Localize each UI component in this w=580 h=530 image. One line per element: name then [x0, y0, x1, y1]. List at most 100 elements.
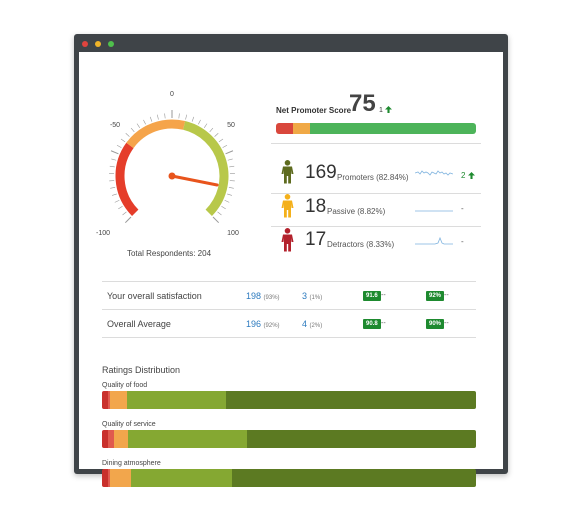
metric-count-2-value: 3 [302, 291, 308, 301]
table-divider [102, 337, 476, 338]
gauge-tick [228, 187, 234, 189]
metric-count-1: 198 (93%) [246, 291, 280, 301]
gauge-tick [221, 206, 226, 210]
detractors-sparkline [415, 236, 453, 245]
score-badge: 90.8 [363, 319, 381, 329]
distribution-segment [232, 469, 476, 487]
gauge-tick-label-minus-100: -100 [96, 230, 110, 237]
metric-count-2-pct: (2%) [309, 323, 323, 329]
metric-label: Your overall satisfaction [107, 291, 202, 301]
gauge-tick [227, 158, 233, 161]
gauge-tick-label-100: 100 [227, 230, 239, 237]
distribution-bar-service [102, 430, 476, 448]
table-divider [102, 281, 476, 282]
score-badge: 91.6 [363, 291, 381, 301]
gauge-tick [214, 133, 219, 137]
gauge-tick [116, 144, 122, 148]
gauge-tick-label-0: 0 [170, 91, 174, 98]
distribution-label-atmosphere: Dining atmosphere [102, 460, 161, 467]
gauge-tick [111, 158, 117, 161]
distribution-segment [107, 430, 115, 448]
nps-segment-0 [276, 123, 293, 134]
nps-delta: 1 [379, 106, 392, 114]
nps-gauge: 0 -50 50 -100 100 [96, 91, 239, 237]
gauge-tick [136, 123, 141, 128]
gauge-tick [217, 211, 222, 216]
distribution-bar-food [102, 391, 476, 409]
nps-label: Net Promoter Score [276, 106, 352, 115]
gauge-tick [111, 193, 117, 196]
person-icon [281, 228, 294, 252]
distribution-segment [114, 430, 128, 448]
gauge-tick-label-50: 50 [227, 122, 235, 129]
metric-count-1: 196 (92%) [246, 319, 280, 329]
nps-breakdown-bar [276, 123, 476, 134]
score-badge-delta: -- [381, 320, 386, 327]
total-respondents: Total Respondents: 204 [126, 249, 212, 258]
person-icon [281, 160, 294, 184]
metric-count-2: 4 (2%) [302, 319, 322, 329]
person-icon [281, 194, 294, 218]
gauge-arc-green [182, 121, 229, 216]
percent-badge: 92% [426, 291, 445, 301]
promoters-sparkline [415, 170, 453, 176]
distribution-segment [131, 469, 233, 487]
promoters-label: Promoters (82.84%) [337, 173, 409, 182]
distribution-segment [246, 430, 476, 448]
gauge-tick [229, 165, 235, 168]
score-badge-delta: -- [381, 292, 386, 299]
gauge-tick [198, 119, 201, 125]
gauge-tick [130, 127, 135, 133]
percent-badge-delta: -- [444, 292, 449, 299]
gauge-tick [149, 116, 153, 122]
gauge-ticks [109, 110, 235, 224]
gauge-arc-orange [126, 119, 186, 149]
gauge-tick [227, 193, 233, 196]
close-window-dot[interactable] [82, 41, 88, 47]
detractors-delta: - [461, 237, 464, 246]
percent-badge-delta: -- [444, 320, 449, 327]
gauge-tick [212, 216, 220, 224]
gauge-tick [185, 114, 187, 120]
distribution-segment [107, 469, 111, 487]
distribution-segment [102, 430, 108, 448]
distribution-segment [110, 391, 128, 409]
gauge-tick [203, 123, 208, 128]
gauge-tick [118, 206, 123, 210]
gauge-tick [191, 116, 195, 122]
maximize-window-dot[interactable] [108, 41, 114, 47]
distribution-segment [110, 469, 132, 487]
gauge-tick [114, 200, 120, 203]
gauge-tick [178, 113, 180, 119]
metric-label: Overall Average [107, 319, 171, 329]
distribution-label-service: Quality of service [102, 421, 156, 428]
arrow-up-icon [384, 106, 392, 113]
gauge-arc-red [115, 142, 139, 216]
gauge-tick [225, 150, 234, 155]
arrow-up-icon [467, 172, 475, 179]
nps-segment-2 [310, 123, 476, 134]
minimize-window-dot[interactable] [95, 41, 101, 47]
distribution-segment [127, 430, 247, 448]
window-titlebar [74, 34, 508, 52]
gauge-tick [222, 144, 228, 148]
passive-delta: - [461, 204, 464, 213]
ratings-distribution-title: Ratings Distribution [102, 365, 181, 375]
nps-score: 75 [349, 90, 376, 117]
distribution-segment [102, 469, 108, 487]
metric-count-2-value: 4 [302, 319, 308, 329]
metric-count-2: 3 (1%) [302, 291, 322, 301]
metric-count-1-value: 196 [246, 319, 262, 329]
gauge-tick [124, 216, 132, 224]
gauge-tick [122, 211, 127, 216]
gauge-needle [170, 174, 219, 187]
metric-count-1-pct: (92%) [263, 323, 280, 329]
metric-count-2-pct: (1%) [309, 295, 323, 301]
app-window: 0 -50 50 -100 100 Total Respondents: 204… [74, 34, 508, 487]
gauge-tick [125, 133, 130, 137]
distribution-segment [107, 391, 111, 409]
promoters-delta: 2 [461, 171, 475, 180]
dashboard-content: 0 -50 50 -100 100 Total Respondents: 204… [79, 52, 503, 487]
table-divider [102, 309, 476, 310]
detractors-count: 17 [305, 229, 327, 250]
